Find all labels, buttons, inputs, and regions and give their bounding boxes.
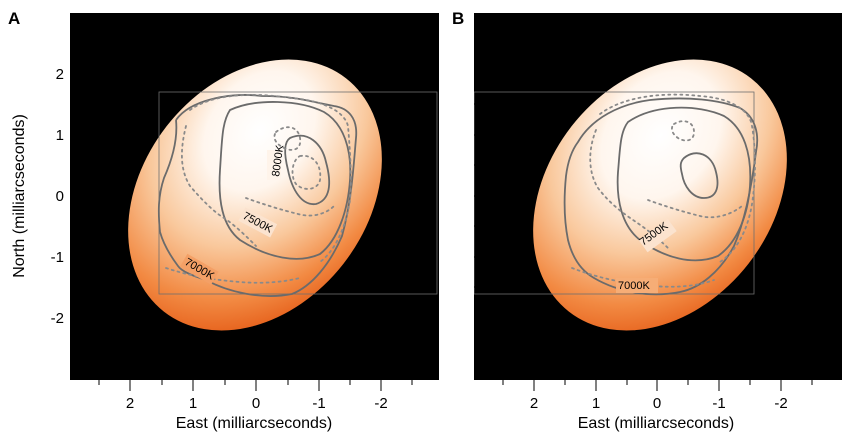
y-tick-label: 2 [56,66,64,83]
y-tick-label: 0 [56,188,64,205]
panel-b: B 7500K 7000K [452,9,842,432]
panel-b-contour-7500k [616,106,752,262]
panel-b-label-7000k: 7000K [618,280,650,292]
x-tick-label: -1 [312,395,325,412]
panel-a-y-ticks [70,42,80,349]
x-tick-label: -2 [374,395,387,412]
panel-b-contour-inner [679,152,719,199]
x-tick-label: -2 [774,395,787,412]
panel-a-contour-7000k-west [157,119,178,233]
panel-a-model-box [158,91,438,295]
panel-a-y-tick-labels: 2 1 0 -1 -2 [51,66,64,327]
panel-b-x-tick-labels: 2 1 0 -1 -2 [530,395,788,412]
panel-a-x-axis-title: East (milliarcseconds) [176,415,332,432]
panel-a-contour-8000k [284,134,331,205]
panel-b-x-axis-title: East (milliarcseconds) [578,415,734,432]
x-tick-label: 0 [653,395,661,412]
y-axis-title: North (milliarcseconds) [11,114,28,278]
panel-a-contour-7500k [218,101,352,260]
y-tick-label: -2 [51,310,64,327]
panel-a-letter: A [8,9,20,28]
panel-b-y-ticks [474,42,484,349]
panel-a-dotted-contours [165,94,352,284]
panel-a-x-ticks [98,380,413,391]
x-tick-label: 1 [189,395,197,412]
x-tick-label: 2 [530,395,538,412]
panel-b-contour-7000k [563,97,759,296]
x-tick-label: 0 [252,395,260,412]
panel-b-letter: B [452,9,464,28]
x-tick-label: 2 [126,395,134,412]
panel-a-x-tick-labels: 2 1 0 -1 -2 [126,395,388,412]
panel-a-label-8000k: 8000K [270,144,286,178]
x-tick-label: -1 [712,395,725,412]
y-tick-label: -1 [51,249,64,266]
y-tick-label: 1 [56,127,64,144]
panel-b-x-ticks [502,380,813,391]
x-tick-label: 1 [592,395,600,412]
panel-a: A 8000K 7500K [8,9,439,432]
